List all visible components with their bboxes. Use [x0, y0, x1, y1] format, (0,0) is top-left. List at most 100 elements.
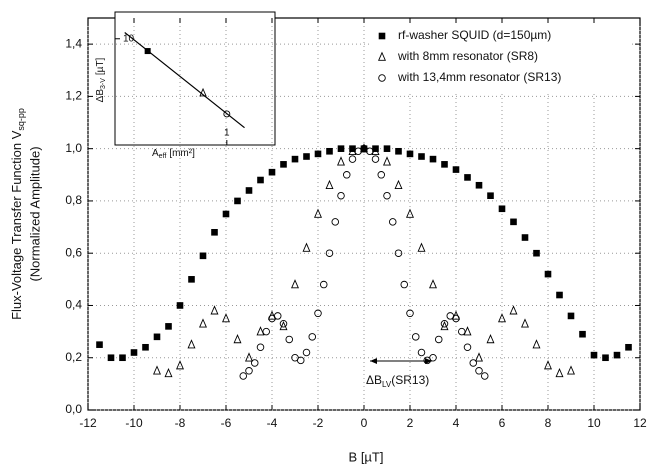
- triangle-point: [383, 156, 391, 166]
- x-tick-label: -12: [79, 416, 97, 430]
- circle-point: [412, 333, 420, 341]
- square-point: [144, 48, 151, 55]
- triangle-point: [256, 326, 265, 336]
- square-point: [130, 349, 138, 356]
- square-point: [360, 145, 368, 152]
- square-point: [268, 168, 276, 176]
- circle-point: [377, 171, 386, 179]
- circle-point: [458, 327, 466, 336]
- inset-x-label: Aeff [mm²]: [152, 148, 195, 160]
- square-point: [567, 312, 575, 320]
- y-tick-label: 1,0: [65, 141, 82, 155]
- square-point: [521, 234, 529, 241]
- square-point: [96, 341, 103, 348]
- circle-point: [314, 309, 322, 318]
- inset-y-sub: 3-V: [100, 78, 107, 89]
- square-point: [579, 330, 586, 338]
- triangle-point: [567, 365, 575, 375]
- x-tick-label: -8: [175, 416, 186, 430]
- y-axis-label-2: (Normalized Amplitude): [27, 146, 42, 281]
- y-tick-label: 0,6: [65, 245, 82, 259]
- y-label-sub: sq-pp: [16, 108, 26, 131]
- legend-label: with 8mm resonator (SR8): [397, 49, 538, 63]
- circle-point: [429, 353, 437, 362]
- y-label-main: Flux-Voltage Transfer Function V: [9, 130, 24, 320]
- square-point: [441, 161, 448, 168]
- triangle-point: [153, 365, 161, 375]
- triangle-point: [532, 339, 541, 349]
- y-axis-label: Flux-Voltage Transfer Function Vsq-pp: [9, 108, 26, 320]
- y-tick-label: 0,8: [65, 193, 82, 207]
- square-point: [142, 343, 149, 351]
- x-axis-label: B [µT]: [349, 449, 384, 464]
- circle-point: [245, 367, 253, 375]
- annotation-sub: LV: [382, 380, 392, 389]
- x-tick-label: 8: [545, 416, 552, 430]
- square-point: [487, 192, 494, 200]
- square-point: [234, 197, 241, 205]
- square-point: [429, 155, 437, 163]
- square-point: [153, 333, 161, 341]
- triangle-point: [291, 279, 299, 289]
- triangle-point: [210, 305, 219, 315]
- y-tick-label: 1,2: [65, 89, 82, 103]
- triangle-point: [440, 320, 449, 331]
- circle-point: [475, 367, 483, 375]
- x-tick-label: -4: [267, 416, 278, 430]
- circle-point: [274, 312, 282, 320]
- triangle-point: [475, 352, 483, 362]
- triangle-point: [164, 367, 173, 378]
- square-point: [303, 153, 310, 160]
- triangle-point: [176, 360, 184, 370]
- circle-point: [452, 314, 460, 323]
- annotation-rest: (SR13): [391, 373, 429, 387]
- triangle-point: [429, 279, 437, 289]
- inset-x-sub: eff: [159, 153, 167, 160]
- x-tick-label: 4: [453, 416, 460, 430]
- square-point: [337, 145, 345, 152]
- legend-marker: [378, 74, 386, 82]
- square-point: [119, 354, 126, 362]
- triangle-point: [371, 145, 380, 156]
- circle-point: [383, 191, 391, 200]
- circle-point: [389, 218, 397, 226]
- triangle-point: [348, 145, 357, 156]
- triangle-point: [555, 367, 564, 378]
- circle-point: [400, 280, 409, 289]
- inset-frame: [114, 11, 276, 146]
- circle-point: [297, 356, 305, 365]
- square-point: [383, 145, 391, 152]
- y-tick-label: 0,4: [65, 298, 82, 312]
- circle-point: [250, 359, 259, 367]
- triangle-point: [337, 156, 345, 166]
- legend-marker: [378, 51, 386, 61]
- triangle-point: [521, 318, 529, 328]
- square-point: [211, 228, 218, 236]
- circle-point: [343, 171, 351, 179]
- square-point: [314, 150, 322, 158]
- square-point: [257, 176, 264, 184]
- square-point: [395, 147, 402, 155]
- square-point: [533, 249, 540, 257]
- square-point: [176, 302, 184, 309]
- square-point: [165, 323, 172, 330]
- legend-label: rf-washer SQUID (d=150µm): [398, 28, 551, 42]
- circle-point: [302, 348, 311, 357]
- circle-point: [256, 343, 265, 352]
- square-point: [222, 210, 230, 218]
- circle-point: [320, 280, 328, 289]
- square-point: [199, 252, 207, 260]
- square-point: [372, 145, 379, 152]
- x-tick-label: 10: [587, 416, 601, 430]
- triangle-point: [325, 179, 334, 190]
- inset-y-rest: [µT]: [95, 57, 106, 75]
- circle-point: [394, 249, 403, 257]
- circle-point: [239, 372, 247, 380]
- circle-point: [481, 372, 489, 380]
- circle-point: [440, 320, 449, 328]
- square-point: [556, 291, 563, 299]
- circle-point: [308, 333, 317, 341]
- square-point: [326, 147, 333, 155]
- circle-point: [285, 335, 294, 344]
